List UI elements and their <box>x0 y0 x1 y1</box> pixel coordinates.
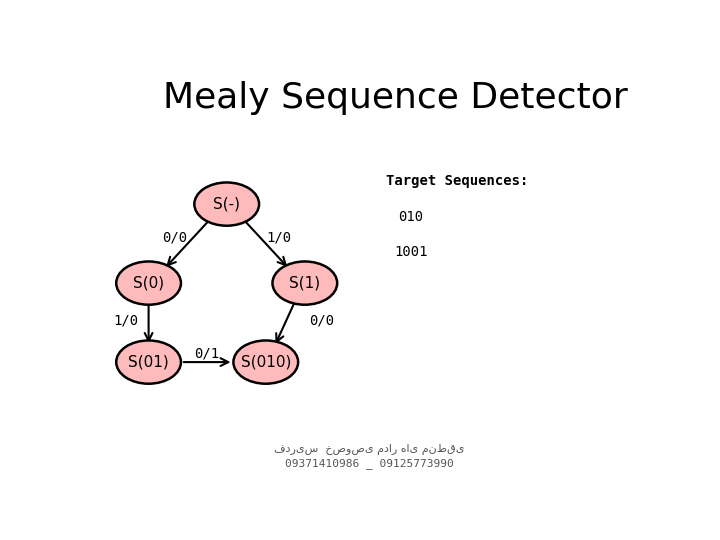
Text: 1001: 1001 <box>394 245 428 259</box>
Text: 0/0: 0/0 <box>162 231 187 245</box>
Text: 0/1: 0/1 <box>194 347 220 361</box>
Text: فدریس  خصوصی مدار های منطقی: فدریس خصوصی مدار های منطقی <box>274 444 464 455</box>
Text: S(-): S(-) <box>213 197 240 212</box>
Text: 0/0: 0/0 <box>309 314 334 328</box>
Text: Mealy Sequence Detector: Mealy Sequence Detector <box>163 81 627 115</box>
Text: 010: 010 <box>398 210 423 224</box>
Text: S(01): S(01) <box>128 355 169 369</box>
Text: 1/0: 1/0 <box>266 231 291 245</box>
Text: 09371410986 _ 09125773990: 09371410986 _ 09125773990 <box>284 458 454 469</box>
Text: S(0): S(0) <box>133 275 164 291</box>
Text: S(010): S(010) <box>240 355 291 369</box>
Ellipse shape <box>194 183 259 226</box>
Ellipse shape <box>272 261 337 305</box>
Text: 1/0: 1/0 <box>114 314 139 328</box>
Ellipse shape <box>116 341 181 384</box>
Ellipse shape <box>116 261 181 305</box>
Text: S(1): S(1) <box>289 275 320 291</box>
Text: Target Sequences:: Target Sequences: <box>386 174 528 188</box>
Ellipse shape <box>233 341 298 384</box>
